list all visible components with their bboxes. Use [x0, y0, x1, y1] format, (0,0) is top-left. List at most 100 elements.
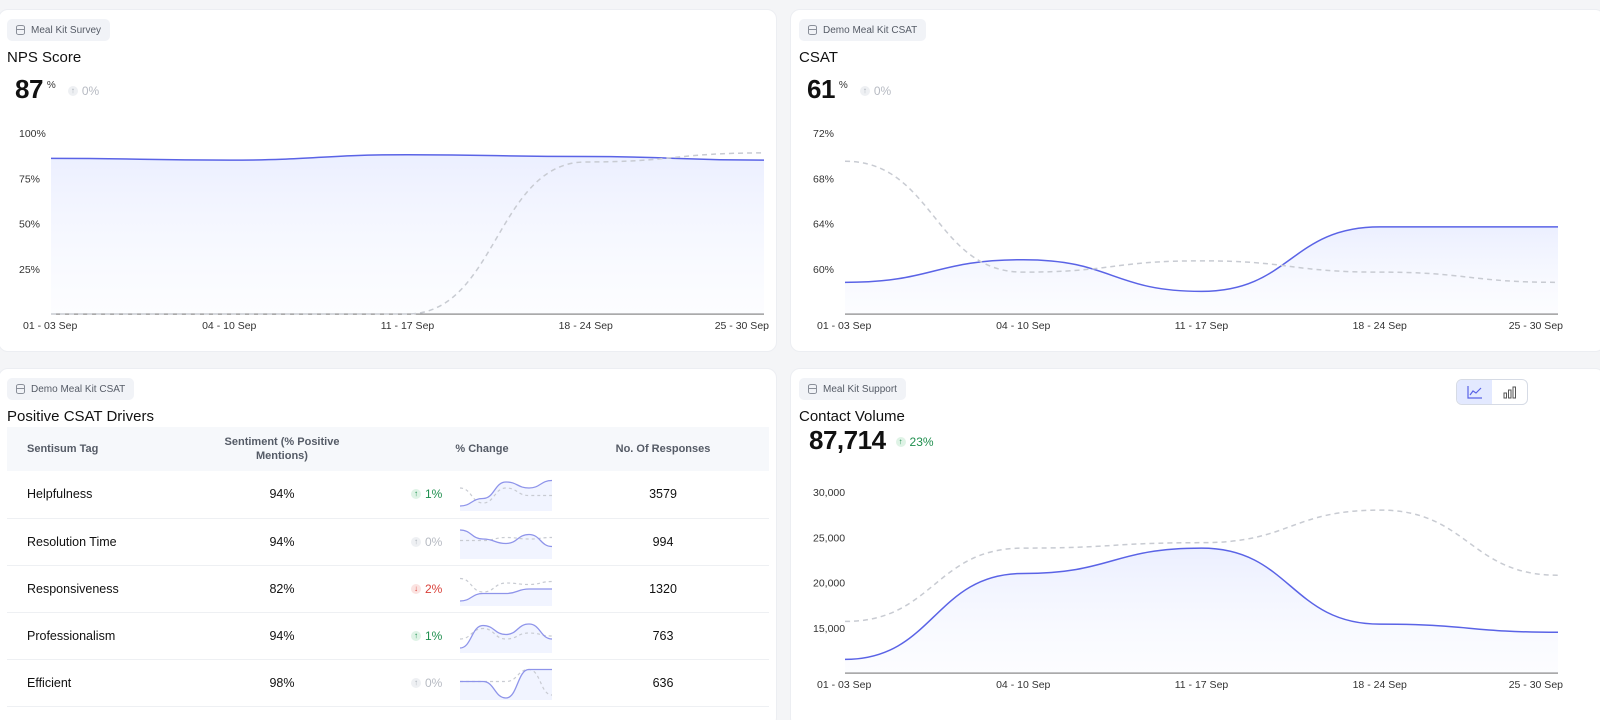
arrow-up-icon: ↑ [411, 677, 421, 688]
sparkline-chart [459, 528, 553, 559]
database-icon [16, 384, 25, 394]
nps-score-card: Meal Kit Survey NPS Score 87 % ↑ 0% 25% 5… [0, 9, 777, 352]
header-sentiment[interactable]: Sentiment (% Positive Mentions) [157, 427, 407, 471]
sparkline-main-line [460, 668, 552, 699]
metric: 61 % ↑ 0% [807, 74, 891, 104]
sentiment-cell: 94% [157, 518, 407, 566]
metric-unit: % [838, 80, 848, 91]
series-area-fill [845, 548, 1558, 673]
card-title: Contact Volume [799, 408, 905, 425]
delta-value: 0% [425, 534, 443, 549]
x-tick-label: 11 - 17 Sep [381, 320, 435, 332]
arrow-up-icon: ↑ [859, 86, 870, 96]
delta-badge: ↑ 23% [895, 435, 934, 449]
arrow-down-icon: ↓ [411, 583, 421, 594]
delta-value: 1% [425, 628, 443, 643]
y-tick-label: 75% [19, 173, 40, 185]
database-icon [808, 384, 817, 394]
header-responses[interactable]: No. Of Responses [557, 427, 769, 471]
change-cell: ↑ 0% [407, 659, 557, 707]
delta-value: 2% [425, 581, 443, 596]
y-tick-label: 30,000 [813, 487, 845, 499]
sparkline-chart [460, 668, 553, 700]
responses-cell: 994 [557, 518, 769, 566]
change-cell: ↓ 2% [407, 565, 557, 613]
responses-cell: 763 [557, 612, 769, 660]
table-row[interactable]: Professionalism 94% ↑ 1% 763 [7, 612, 769, 660]
sparkline-area [460, 623, 552, 653]
card-title: CSAT [799, 49, 838, 66]
change-wrapper: ↓ 2% [407, 572, 557, 606]
x-tick-label: 18 - 24 Sep [1353, 320, 1407, 332]
tag-cell: Helpfulness [7, 471, 157, 519]
source-label: Demo Meal Kit CSAT [31, 383, 126, 395]
arrow-up-icon: ↑ [411, 630, 421, 641]
x-tick-label: 01 - 03 Sep [817, 679, 871, 691]
change-wrapper: ↑ 1% [407, 619, 557, 653]
sparkline-area [460, 588, 552, 606]
header-tag[interactable]: Sentisum Tag [7, 427, 157, 471]
line-chart-button[interactable] [1457, 380, 1492, 404]
sparkline-chart [459, 480, 553, 512]
source-label: Meal Kit Support [823, 383, 897, 395]
y-tick-label: 15,000 [813, 623, 845, 635]
x-tick-label: 18 - 24 Sep [559, 320, 613, 332]
delta-value: 0% [81, 84, 100, 98]
delta-badge: ↑ 0% [411, 535, 451, 549]
table-row[interactable]: Helpfulness 94% ↑ 1% 3579 [7, 471, 769, 519]
table-row[interactable]: Efficient 98% ↑ 0% 636 [7, 659, 769, 707]
arrow-up-icon: ↑ [411, 536, 421, 547]
change-wrapper: ↑ 0% [407, 666, 557, 700]
primary-series-line [844, 226, 1558, 293]
nps-line-chart: 25% 50% 75% 100% 01 - 03 Sep 04 - 10 Sep 11 - … [19, 128, 769, 332]
change-wrapper: ↑ 0% [407, 525, 557, 559]
delta-badge: ↑ 0% [67, 84, 100, 98]
x-tick-label: 11 - 17 Sep [1175, 679, 1229, 691]
sentiment-cell: 94% [157, 612, 407, 660]
contact-volume-card: Meal Kit Support Contact Volume 87,714 ↑… [790, 368, 1600, 720]
delta-badge: ↑ 0% [859, 84, 892, 98]
y-tick-label: 68% [813, 173, 834, 185]
x-tick-label: 25 - 30 Sep [1509, 679, 1563, 691]
x-tick-label: 25 - 30 Sep [715, 320, 769, 332]
tag-cell: Professionalism [7, 612, 157, 660]
x-tick-label: 01 - 03 Sep [23, 320, 77, 332]
metric-unit: % [46, 80, 56, 91]
source-badge[interactable]: Demo Meal Kit CSAT [799, 19, 927, 41]
x-tick-label: 01 - 03 Sep [817, 320, 871, 332]
source-badge[interactable]: Meal Kit Support [799, 378, 906, 400]
primary-series-line [844, 547, 1559, 661]
responses-cell: 3579 [557, 471, 769, 519]
table-row[interactable]: Responsiveness 82% ↓ 2% 1320 [7, 565, 769, 613]
y-tick-label: 64% [813, 219, 834, 231]
responses-cell: 636 [557, 659, 769, 707]
delta-value: 1% [425, 487, 443, 502]
y-tick-label: 20,000 [813, 578, 845, 590]
table-row[interactable]: Resolution Time 94% ↑ 0% 994 [7, 518, 769, 566]
source-badge[interactable]: Meal Kit Survey [7, 19, 111, 41]
source-badge[interactable]: Demo Meal Kit CSAT [7, 378, 135, 400]
metric: 87,714 ↑ 23% [809, 425, 934, 455]
y-tick-label: 72% [813, 128, 834, 140]
primary-series-line [50, 153, 765, 161]
comparison-series-line [844, 509, 1559, 623]
change-cell: ↑ 1% [407, 471, 557, 519]
comparison-series-line [844, 160, 1559, 284]
arrow-up-icon: ↑ [895, 437, 906, 447]
table-header-row: Sentisum Tag Sentiment (% Positive Menti… [7, 427, 769, 471]
y-tick-label: 100% [19, 128, 46, 140]
line-chart-icon [1466, 386, 1482, 399]
sparkline-comparison-line [459, 577, 553, 593]
source-label: Meal Kit Survey [31, 24, 102, 36]
bar-chart-button[interactable] [1492, 380, 1527, 404]
delta-value: 23% [909, 435, 934, 449]
delta-value: 0% [873, 84, 892, 98]
x-tick-label: 04 - 10 Sep [996, 679, 1050, 691]
arrow-up-icon: ↑ [67, 86, 78, 96]
bar-chart-icon [1503, 386, 1516, 399]
sparkline-area [460, 529, 552, 559]
card-title: Positive CSAT Drivers [7, 408, 154, 425]
series-area-fill [845, 226, 1558, 314]
header-change[interactable]: % Change [407, 427, 557, 471]
